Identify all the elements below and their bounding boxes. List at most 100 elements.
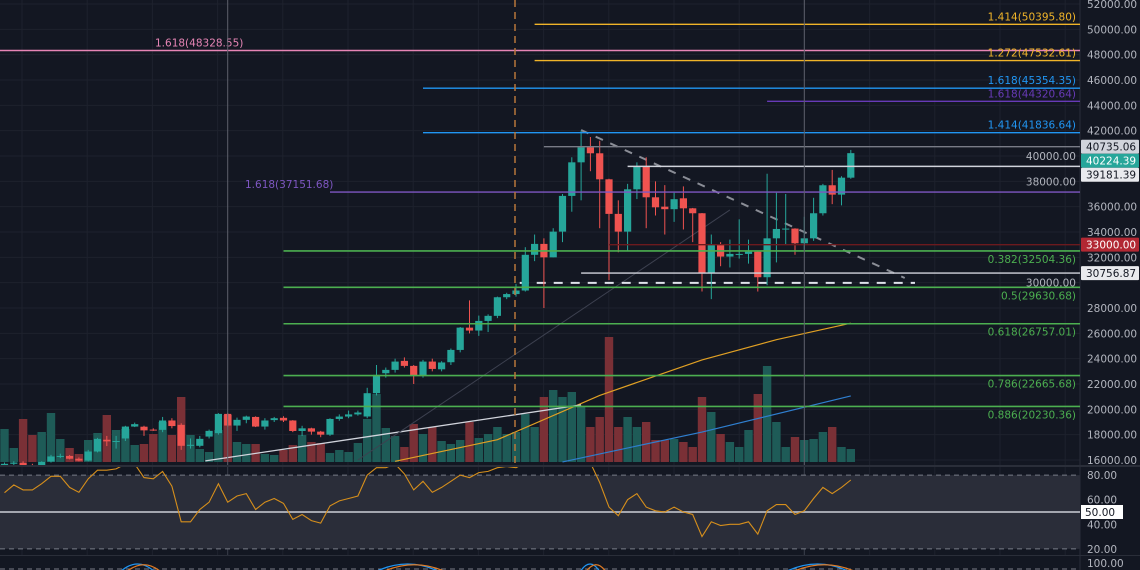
candle	[837, 176, 846, 206]
candle	[93, 437, 102, 453]
volume-bar	[772, 422, 781, 462]
lower-indicator-tick-label: 100.00	[1087, 558, 1124, 570]
price-marker-label: 33000.00	[1086, 240, 1136, 252]
rsi-tick-label: 40.00	[1087, 519, 1117, 531]
candle	[679, 186, 687, 230]
candle	[354, 410, 362, 416]
lower-indicator-line-blue	[377, 563, 438, 570]
candle	[447, 348, 455, 365]
volume-bar	[297, 435, 307, 462]
candle-body	[205, 430, 213, 437]
candle	[419, 359, 427, 378]
volume-bar	[446, 444, 456, 462]
volume-bar	[846, 449, 855, 462]
fib-level-label: 1.618(44320.64)	[988, 88, 1076, 100]
candle-body	[744, 251, 753, 254]
candle-body	[512, 290, 520, 295]
volume-bar	[288, 445, 297, 462]
price-tick-label: 16000.00	[1087, 455, 1137, 467]
candle	[19, 461, 27, 465]
candle-body	[140, 426, 148, 431]
candle	[577, 130, 585, 201]
volume-bar	[539, 397, 549, 462]
candle	[633, 162, 641, 200]
candle-body	[679, 198, 687, 209]
price-marker-label: 40735.06	[1086, 142, 1136, 154]
descending-resistance	[580, 129, 906, 279]
volume-bar	[390, 436, 400, 462]
price-tick-label: 26000.00	[1087, 328, 1137, 340]
price-axis[interactable]: 16000.00 18000.00 20000.00 22000.00 24000.00…	[1026, 0, 1137, 570]
candle	[819, 183, 827, 216]
volume-bar	[242, 444, 251, 462]
candle	[205, 429, 213, 439]
candle-body	[19, 462, 27, 465]
candle-body	[47, 456, 55, 462]
candle-body	[465, 327, 474, 331]
candle	[596, 140, 604, 229]
price-tick-label: 46000.00	[1087, 75, 1137, 87]
price-marker-label: 30756.87	[1086, 268, 1136, 280]
candle-body	[847, 153, 855, 178]
volume-bar	[335, 450, 344, 462]
candle-body	[698, 213, 706, 274]
candle	[31, 463, 33, 465]
candle-body	[735, 253, 743, 255]
candle	[84, 449, 92, 462]
candle	[456, 327, 464, 353]
pane-separator	[0, 555, 1140, 556]
candle	[335, 414, 343, 421]
candle-body	[410, 365, 418, 376]
fib-level-label: 1.618(45354.35)	[988, 75, 1076, 87]
candle-body	[456, 327, 464, 350]
candle	[75, 457, 83, 462]
candle-body	[642, 166, 650, 198]
volume-bar	[790, 437, 800, 462]
volume-bar	[716, 434, 725, 462]
candle	[261, 418, 269, 430]
candle	[252, 416, 260, 428]
volume-bar	[37, 432, 46, 462]
rsi-line	[4, 467, 852, 538]
candle-body	[186, 444, 195, 446]
candle-body	[670, 199, 678, 210]
candle-body	[568, 162, 576, 196]
price-tick-label: 48000.00	[1087, 50, 1137, 62]
price-tick-label: 50000.00	[1087, 24, 1137, 36]
candle	[121, 425, 129, 441]
candle	[66, 454, 74, 460]
volume-bar	[260, 454, 270, 462]
candle-body	[214, 413, 222, 434]
candle	[363, 387, 371, 419]
candle-body	[38, 461, 46, 465]
volume-bar	[279, 450, 288, 462]
candle	[214, 413, 222, 435]
volume-bar	[576, 407, 586, 462]
price-tick-label: 44000.00	[1087, 100, 1137, 112]
price-tick-label: 42000.00	[1087, 126, 1137, 138]
fib-level-label: 0.382(32504.36)	[988, 254, 1076, 266]
volume-bar	[316, 443, 325, 462]
candle	[103, 435, 111, 447]
candle	[289, 420, 297, 433]
candle-body	[596, 153, 604, 180]
candle-body	[605, 179, 613, 214]
volume-bar	[521, 414, 530, 462]
volume-bar	[502, 434, 511, 462]
price-pane[interactable]: 1.414(50395.80) 1.618(48328.55) 1.272(4753…	[0, 0, 1080, 468]
candle	[651, 181, 660, 216]
candle	[140, 425, 148, 436]
candle-body	[335, 416, 343, 419]
fib-level-label: 0.5(29630.68)	[1001, 290, 1076, 302]
candle	[847, 149, 855, 179]
candle	[242, 415, 250, 424]
volume-bar	[400, 447, 409, 462]
price-tick-label: 28000.00	[1087, 303, 1137, 315]
rsi-pane[interactable]	[0, 463, 1080, 555]
candle-body	[661, 206, 669, 210]
candle-body	[689, 208, 697, 214]
volume-bar	[595, 417, 604, 462]
candle	[521, 247, 529, 292]
rsi-mid-box	[1081, 505, 1123, 519]
